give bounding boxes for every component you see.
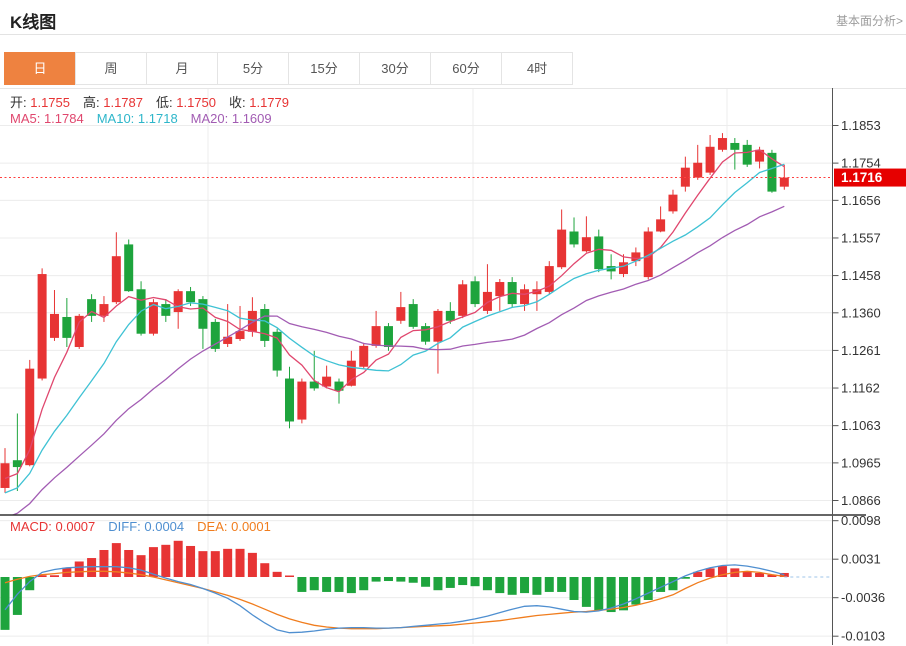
axis-label: 1.1162 [841, 381, 880, 396]
kline-chart-svg: 1.1853 1.1754 1.1656 1.1557 1.1458 1.1360 1.12… [0, 88, 906, 645]
macd-item-1: DIFF: 0.0004 [108, 519, 185, 534]
dea-line [4, 570, 785, 630]
ma-item-2: MA20: 1.1609 [190, 111, 272, 126]
ma-item-0: MA5: 1.1784 [10, 111, 84, 126]
tab-5min[interactable]: 5分 [217, 52, 289, 85]
ohlc-info-bar: 开: 1.1755 高: 1.1787 低: 1.1750 收: 1.1779 [10, 92, 302, 111]
axis-label: 0.0031 [841, 552, 881, 567]
kline-chart[interactable]: 1.1853 1.1754 1.1656 1.1557 1.1458 1.1360 1.12… [0, 88, 906, 646]
page-header: K线图 基本面分析> [0, 0, 906, 35]
ohlc-item-0: 开: 1.1755 [10, 95, 70, 110]
axis-label: 1.1853 [841, 118, 881, 133]
page-title: K线图 [10, 13, 57, 32]
ma20-line [10, 205, 785, 515]
tab-30min[interactable]: 30分 [359, 52, 431, 85]
axis-label: 0.0098 [841, 513, 881, 528]
axis-label: 1.0866 [841, 493, 881, 508]
tab-week[interactable]: 周 [75, 52, 147, 85]
tab-4hour[interactable]: 4时 [501, 52, 573, 85]
ohlc-item-2: 低: 1.1750 [156, 95, 216, 110]
ma5-line [4, 149, 785, 480]
macd-histogram-layer [0, 540, 789, 630]
ma-item-1: MA10: 1.1718 [96, 111, 178, 126]
axis-label: 1.1754 [841, 156, 881, 171]
ma10-line [4, 163, 785, 494]
axis-label: -0.0103 [841, 629, 885, 644]
axis-label: 1.1557 [841, 230, 881, 245]
axis-label: 1.1360 [841, 305, 881, 320]
macd-item-0: MACD: 0.0007 [10, 519, 96, 534]
ma-info-bar: MA5: 1.1784 MA10: 1.1718 MA20: 1.1609 [10, 111, 285, 126]
interval-tab-bar: 日周月 5分 15分 30分 60分 4时 [4, 52, 573, 85]
tab-day[interactable]: 日 [4, 52, 76, 85]
macd-item-2: DEA: 0.0001 [197, 519, 271, 534]
current-price-tag: 1.1716 [834, 168, 906, 187]
axis-label: 1.1063 [841, 418, 881, 433]
svg-text:1.1716: 1.1716 [841, 170, 883, 185]
axis-label: 1.1261 [841, 343, 881, 358]
tab-month[interactable]: 月 [146, 52, 218, 85]
ohlc-item-1: 高: 1.1787 [83, 95, 143, 110]
fundamental-analysis-link[interactable]: 基本面分析> [835, 14, 903, 28]
gridlines-layer [0, 89, 833, 644]
axis-label: 1.0965 [841, 455, 881, 470]
axis-labels-layer: 1.1853 1.1754 1.1656 1.1557 1.1458 1.1360 1.12… [832, 118, 885, 644]
ohlc-item-3: 收: 1.1779 [229, 95, 289, 110]
axis-label: -0.0036 [841, 590, 885, 605]
tab-15min[interactable]: 15分 [288, 52, 360, 85]
tab-60min[interactable]: 60分 [430, 52, 502, 85]
macd-info-bar: MACD: 0.0007 DIFF: 0.0004 DEA: 0.0001 [10, 519, 284, 534]
axis-label: 1.1458 [841, 268, 881, 283]
diff-line [4, 564, 785, 634]
candles-layer [0, 133, 789, 493]
axis-label: 1.1656 [841, 193, 881, 208]
